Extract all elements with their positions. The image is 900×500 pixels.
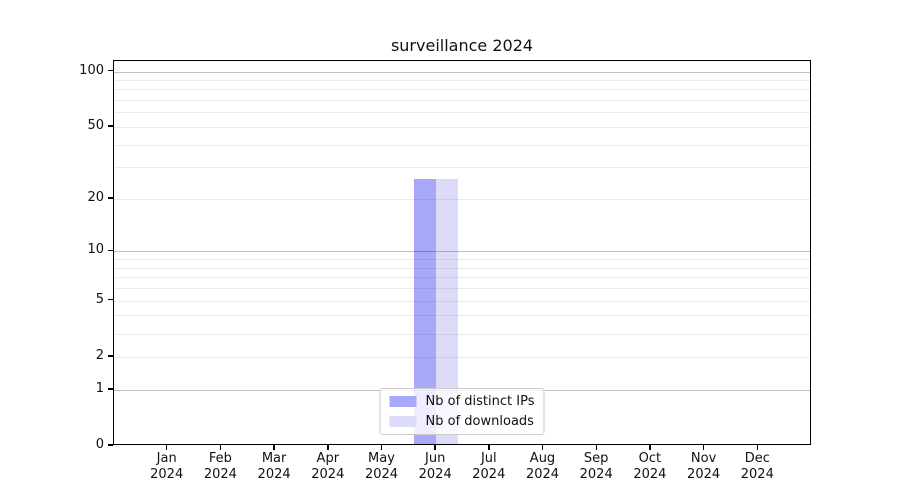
- y-tick-label: 10: [87, 242, 104, 258]
- x-tick-mark: [165, 445, 168, 450]
- y-tick-mark: [108, 298, 113, 301]
- x-tick-label: Mar 2024: [257, 451, 291, 482]
- x-tick-label: Dec 2024: [740, 451, 774, 482]
- x-tick-label: Feb 2024: [203, 451, 237, 482]
- x-tick-mark: [327, 445, 329, 450]
- y-tick-label: 20: [87, 190, 104, 205]
- x-tick-mark: [595, 445, 597, 450]
- legend-swatch-icon: [389, 416, 417, 427]
- legend-item: Nb of downloads: [389, 414, 535, 429]
- x-tick-label: Jan 2024: [150, 451, 184, 482]
- x-tick-label: Aug 2024: [525, 451, 560, 482]
- y-tick-label: 0: [95, 437, 104, 452]
- y-tick-mark: [108, 69, 113, 72]
- legend-swatch-icon: [389, 396, 417, 407]
- x-tick-mark: [219, 445, 222, 450]
- legend-item: Nb of distinct IPs: [389, 394, 535, 409]
- y-tick-mark: [108, 197, 113, 199]
- bar-nb-of-downloads: [436, 178, 459, 444]
- x-tick-mark: [702, 445, 705, 450]
- x-tick-mark: [273, 445, 275, 450]
- x-tick-mark: [541, 445, 544, 450]
- x-tick-mark: [488, 445, 490, 450]
- y-tick-label: 1: [95, 380, 104, 396]
- chart-title: surveillance 2024: [390, 36, 534, 55]
- legend-label: Nb of distinct IPs: [425, 394, 535, 409]
- x-tick-mark: [434, 445, 436, 450]
- x-tick-label: Nov 2024: [687, 451, 721, 482]
- y-tick-mark: [108, 444, 113, 446]
- x-tick-mark: [649, 445, 651, 450]
- x-tick-mark: [756, 445, 759, 450]
- y-tick-label: 5: [95, 291, 104, 307]
- x-tick-label: Apr 2024: [311, 451, 345, 482]
- x-tick-label: Jun 2024: [418, 451, 452, 482]
- x-tick-mark: [380, 445, 383, 450]
- x-tick-label: Jul 2024: [472, 451, 506, 482]
- legend-label: Nb of downloads: [425, 414, 534, 429]
- y-tick-label: 2: [95, 347, 104, 363]
- x-tick-label: Oct 2024: [633, 451, 667, 482]
- y-tick-mark: [108, 388, 113, 390]
- plot-area: Nb of distinct IPs Nb of downloads: [113, 60, 811, 445]
- y-tick-label: 100: [79, 62, 104, 78]
- bars-layer: [114, 61, 810, 444]
- y-tick-mark: [108, 249, 113, 252]
- y-tick-mark: [108, 125, 113, 127]
- legend: Nb of distinct IPs Nb of downloads: [379, 388, 545, 435]
- y-tick-label: 50: [87, 118, 104, 133]
- x-tick-label: Sep 2024: [579, 451, 613, 482]
- bar-nb-of-distinct-ips: [414, 178, 437, 444]
- x-tick-label: May 2024: [364, 451, 399, 482]
- y-tick-mark: [108, 355, 113, 357]
